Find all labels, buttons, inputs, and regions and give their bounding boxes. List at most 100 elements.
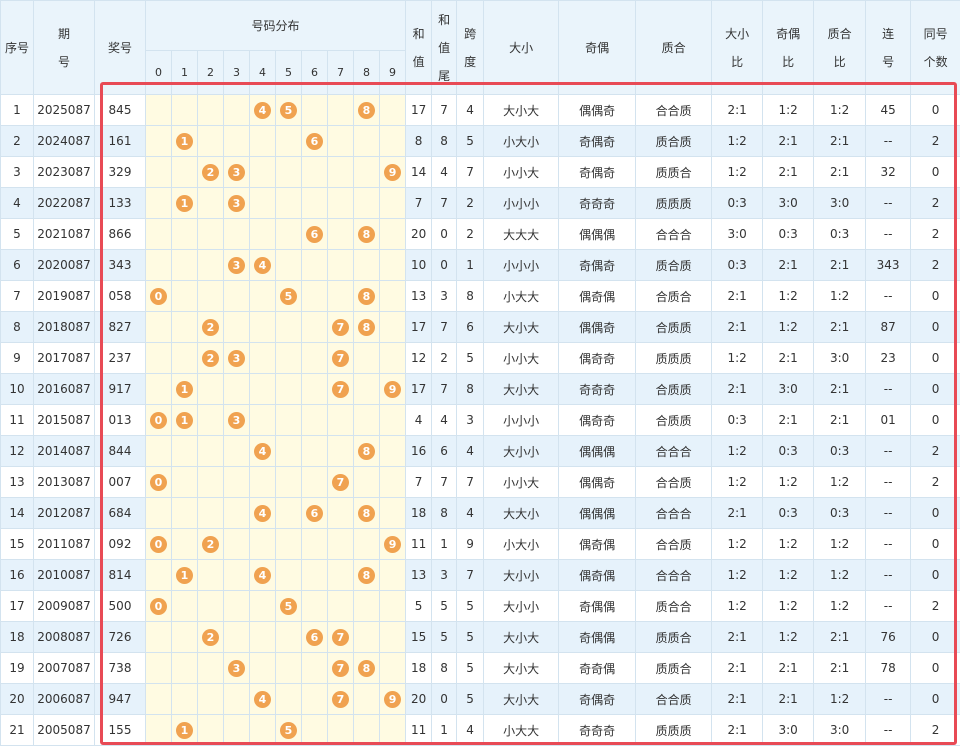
digit-cell — [197, 435, 224, 467]
digit-cell: 8 — [353, 559, 380, 591]
number-ball: 1 — [176, 380, 193, 398]
digit-cell — [145, 249, 172, 281]
digit-cell: 6 — [301, 621, 328, 653]
digit-cell — [197, 373, 224, 405]
digit-cell: 1 — [171, 125, 198, 157]
digit-cell — [197, 497, 224, 529]
digit-cell — [171, 311, 198, 343]
digit-cell — [197, 590, 224, 622]
table-cell: 2:1 — [711, 497, 764, 529]
digit-cell — [327, 280, 354, 312]
table-cell: -- — [865, 435, 912, 467]
table-cell: -- — [865, 714, 912, 746]
table-row: 7 2019087 058 0 5 8 13 3 8 小大大 偶奇偶 合质合 2:1 1:2 1:2 -- 0 — [0, 280, 960, 312]
table-cell: 2007087 — [33, 652, 95, 684]
table-row: 11 2015087 013 0 1 3 4 4 3 小小小 偶奇奇 合质质 0:3 2:1 2:1 01 0 — [0, 404, 960, 436]
table-cell: 15 — [0, 528, 34, 560]
table-cell: 奇偶偶 — [558, 621, 637, 653]
table-cell: 2017087 — [33, 342, 95, 374]
table-cell: 738 — [94, 652, 146, 684]
digit-cell: 7 — [327, 621, 354, 653]
table-cell: 0:3 — [813, 497, 867, 529]
digit-cell — [275, 404, 302, 436]
digit-cell — [223, 621, 250, 653]
digit-cell — [171, 497, 198, 529]
header-text: 奇偶 — [585, 41, 610, 55]
table-cell: 3:0 — [813, 342, 867, 374]
table-cell: 0:3 — [762, 497, 815, 529]
table-cell: 大小大 — [483, 311, 560, 343]
digit-cell — [249, 714, 276, 746]
table-cell: 4 — [456, 497, 485, 529]
digit-cell — [223, 466, 250, 498]
digit-header: 2 — [197, 50, 224, 95]
table-cell: 偶奇偶 — [558, 280, 637, 312]
digit-cell — [353, 125, 380, 157]
table-row: 6 2020087 343 3 4 10 0 1 小小小 奇偶奇 质合质 0:3 2:1 2:1 343 2 — [0, 249, 960, 281]
table-cell: 78 — [865, 652, 912, 684]
table-cell: 5 — [456, 342, 485, 374]
digit-cell — [197, 714, 224, 746]
table-cell: 2 — [910, 187, 960, 219]
digit-cell — [197, 466, 224, 498]
number-ball: 4 — [254, 256, 271, 274]
digit-cell — [275, 497, 302, 529]
table-cell: 8 — [431, 125, 458, 157]
table-cell: 0 — [910, 404, 960, 436]
digit-cell — [275, 249, 302, 281]
table-cell: 1:2 — [762, 280, 815, 312]
digit-header: 3 — [223, 50, 250, 95]
header-text: 奖号 — [107, 41, 132, 55]
digit-cell — [145, 218, 172, 250]
table-cell: 0 — [910, 156, 960, 188]
number-ball: 6 — [306, 504, 323, 522]
table-cell: 17 — [405, 94, 433, 126]
digit-cell: 5 — [275, 590, 302, 622]
table-cell: 1:2 — [711, 435, 764, 467]
digit-cell — [197, 249, 224, 281]
table-cell: 8 — [456, 373, 485, 405]
table-row: 1 2025087 845 4 5 8 17 7 4 大小大 偶偶奇 合合质 2:1 1:2 1:2 45 0 — [0, 94, 960, 126]
number-ball: 3 — [228, 194, 245, 212]
digit-cell — [353, 373, 380, 405]
table-cell: 11 — [405, 714, 433, 746]
digit-cell — [145, 156, 172, 188]
table-cell: 质质质 — [635, 714, 713, 746]
table-cell: 5 — [0, 218, 34, 250]
table-cell: 1:2 — [762, 590, 815, 622]
digit-cell — [223, 714, 250, 746]
table-cell: 0:3 — [711, 187, 764, 219]
table-cell: 2013087 — [33, 466, 95, 498]
table-cell: 2021087 — [33, 218, 95, 250]
table-cell: 2 — [0, 125, 34, 157]
digit-cell — [197, 652, 224, 684]
table-cell: 092 — [94, 528, 146, 560]
table-cell: 3:0 — [813, 714, 867, 746]
table-cell: 3 — [431, 559, 458, 591]
table-cell: 小小小 — [483, 404, 560, 436]
table-cell: 11 — [405, 528, 433, 560]
table-cell: 2:1 — [762, 404, 815, 436]
table-cell: 155 — [94, 714, 146, 746]
table-row: 8 2018087 827 2 7 8 17 7 6 大小大 偶偶奇 合质质 2:1 1:2 2:1 87 0 — [0, 311, 960, 343]
table-cell: 19 — [0, 652, 34, 684]
digit-cell — [171, 683, 198, 715]
digit-cell — [171, 249, 198, 281]
table-cell: 7 — [0, 280, 34, 312]
table-cell: 7 — [431, 466, 458, 498]
digit-cell: 3 — [223, 342, 250, 374]
digit-cell: 3 — [223, 404, 250, 436]
table-cell: 7 — [456, 156, 485, 188]
digit-cell — [378, 559, 407, 591]
table-cell: 0 — [910, 373, 960, 405]
digit-cell — [378, 404, 407, 436]
table-cell: 12 — [405, 342, 433, 374]
digit-cell — [171, 435, 198, 467]
column-header: 奇偶 — [558, 0, 637, 95]
table-cell: 2015087 — [33, 404, 95, 436]
table-cell: -- — [865, 590, 912, 622]
table-cell: -- — [865, 125, 912, 157]
number-ball: 2 — [202, 349, 219, 367]
digit-cell — [378, 466, 407, 498]
table-cell: 3:0 — [762, 373, 815, 405]
